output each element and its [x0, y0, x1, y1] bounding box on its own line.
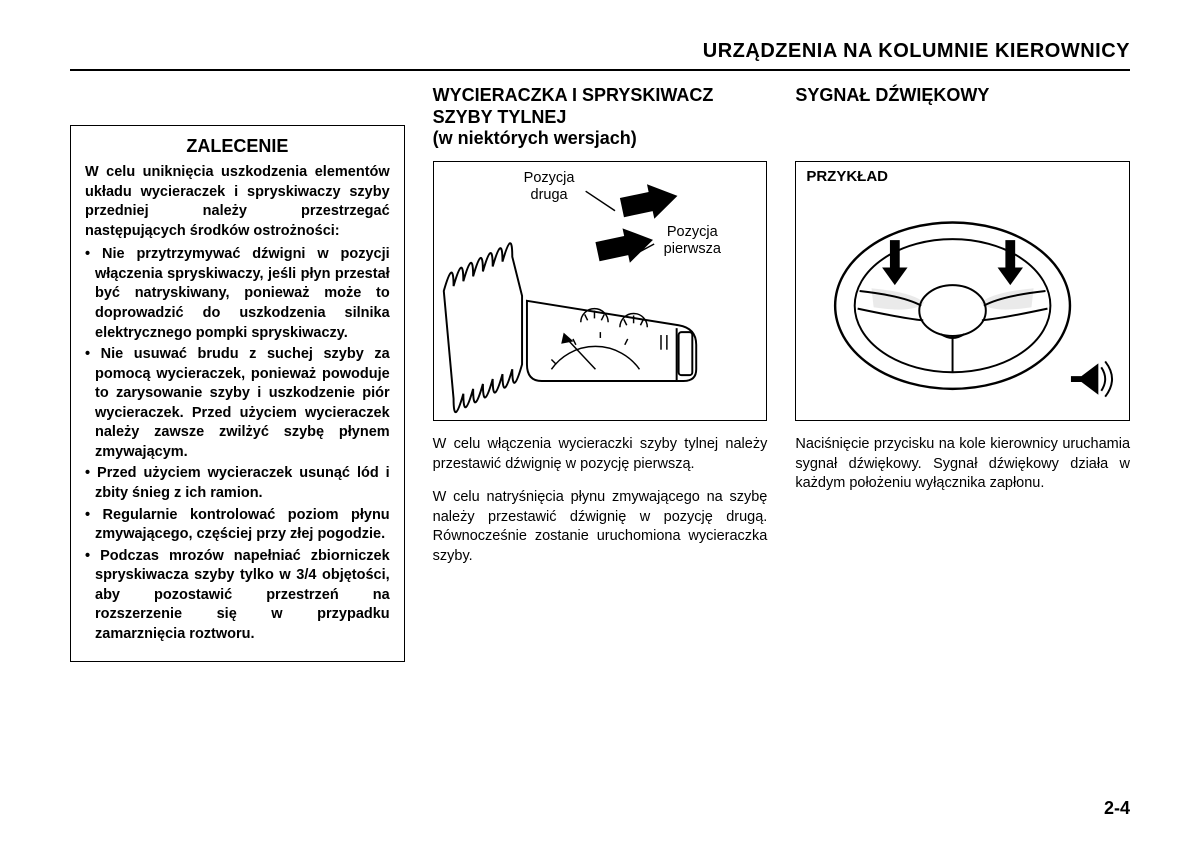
content-columns: ZALECENIE W celu uniknięcia uszkodzenia … [70, 85, 1130, 662]
wiper-lever-icon [434, 162, 767, 420]
list-item: Nie usuwać brudu z suchej szyby za pomoc… [85, 345, 390, 462]
list-item: Regularnie kontrolować poziom płynu zmyw… [85, 506, 390, 545]
horn-figure: PRZYKŁAD [795, 161, 1130, 421]
list-item: Podczas mrozów napełniać zbiorniczek spr… [85, 547, 390, 645]
horn-paragraph: Naciśnięcie przycisku na kole kierownicy… [795, 435, 1130, 494]
wiper-section-title: WYCIERACZKA I SPRYSKIWACZ SZYBY TYLNEJ (… [433, 85, 768, 151]
recommendation-intro: W celu uniknięcia uszkodzenia elementów … [85, 163, 390, 241]
column-middle: WYCIERACZKA I SPRYSKIWACZ SZYBY TYLNEJ (… [433, 85, 768, 662]
recommendation-title: ZALECENIE [85, 136, 390, 157]
steering-wheel-icon [796, 162, 1129, 420]
list-item: Nie przytrzymywać dźwigni w pozycji włąc… [85, 245, 390, 343]
page-number: 2-4 [1104, 798, 1130, 819]
wiper-paragraph-1: W celu włączenia wycieraczki szyby tylne… [433, 435, 768, 474]
wiper-figure: Pozycja druga Pozycja pierwsza [433, 161, 768, 421]
horn-section-title: SYGNAŁ DŹWIĘKOWY [795, 85, 1130, 151]
list-item: Przed użyciem wycieraczek usunąć lód i z… [85, 464, 390, 503]
column-right: SYGNAŁ DŹWIĘKOWY PRZYKŁAD [795, 85, 1130, 662]
recommendation-box: ZALECENIE W celu uniknięcia uszkodzenia … [70, 125, 405, 662]
page-header: URZĄDZENIA NA KOLUMNIE KIEROWNICY [70, 40, 1130, 71]
column-left: ZALECENIE W celu uniknięcia uszkodzenia … [70, 85, 405, 662]
recommendation-list: Nie przytrzymywać dźwigni w pozycji włąc… [85, 245, 390, 644]
wiper-paragraph-2: W celu natryśnięcia płynu zmywającego na… [433, 488, 768, 566]
